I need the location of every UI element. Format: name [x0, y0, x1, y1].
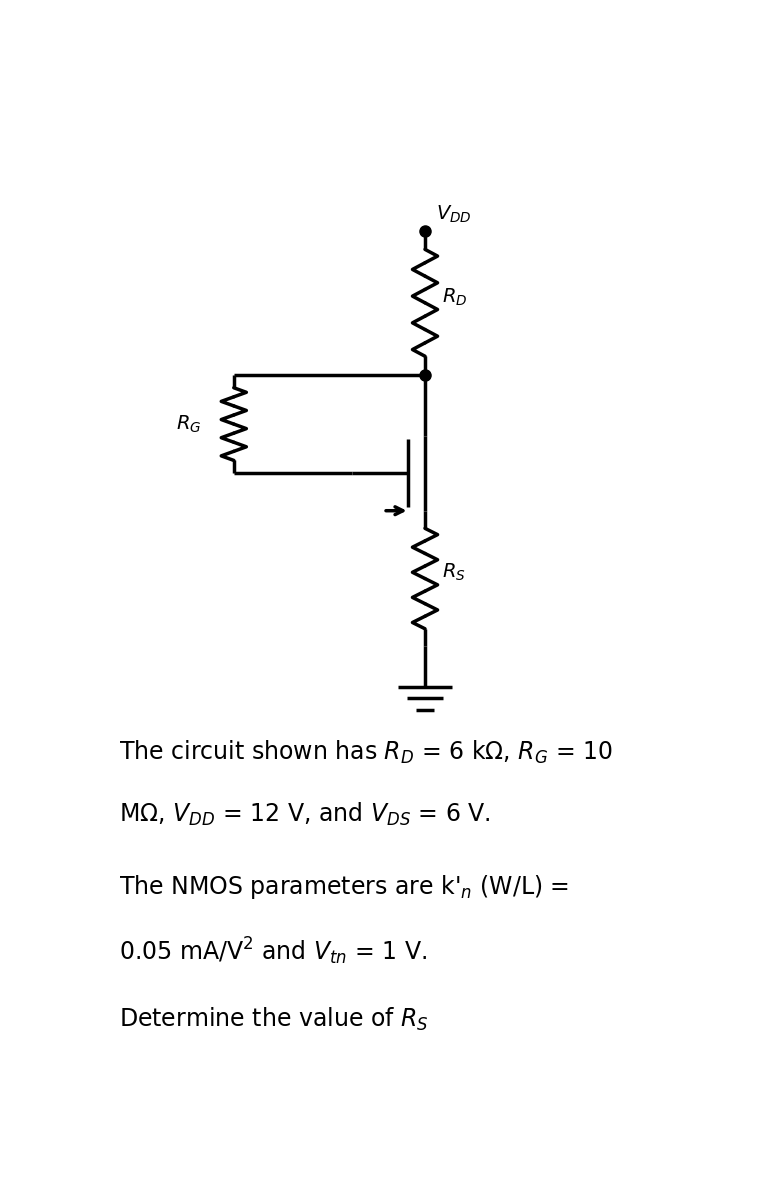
Text: The NMOS parameters are k'$_n$ (W/L) =: The NMOS parameters are k'$_n$ (W/L) =	[119, 872, 569, 901]
Text: The circuit shown has $R_D$ = 6 k$\Omega$, $R_G$ = 10: The circuit shown has $R_D$ = 6 k$\Omega…	[119, 739, 613, 766]
Text: $V_{DD}$: $V_{DD}$	[436, 204, 471, 224]
Text: 0.05 mA/V$^2$ and $V_{tn}$ = 1 V.: 0.05 mA/V$^2$ and $V_{tn}$ = 1 V.	[119, 935, 428, 966]
Text: $R_G$: $R_G$	[176, 414, 201, 434]
Text: $R_D$: $R_D$	[442, 287, 467, 307]
Text: M$\Omega$, $V_{DD}$ = 12 V, and $V_{DS}$ = 6 V.: M$\Omega$, $V_{DD}$ = 12 V, and $V_{DS}$…	[119, 802, 491, 828]
Text: $R_S$: $R_S$	[442, 562, 466, 583]
Text: Determine the value of $R_S$: Determine the value of $R_S$	[119, 1006, 429, 1033]
